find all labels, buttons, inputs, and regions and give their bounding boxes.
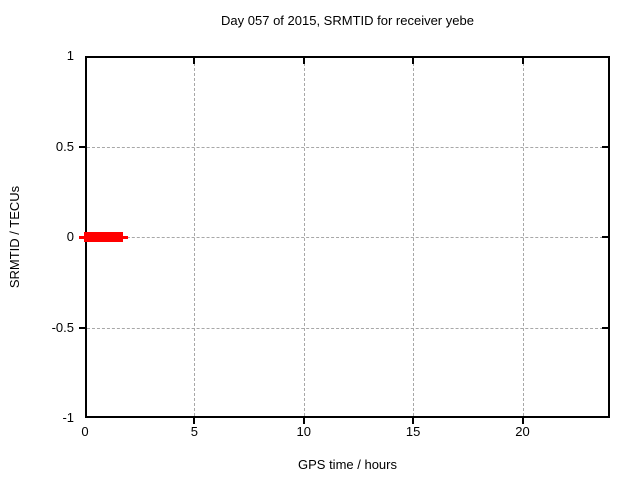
y-gridline [87,327,608,329]
x-axis-label: GPS time / hours [298,457,397,472]
y-tick-left [79,326,85,329]
x-tick-bottom [412,418,415,424]
y-gridline [87,146,608,148]
y-tick-label: -1 [62,410,74,425]
y-tick-right [602,145,608,148]
x-tick-top [521,58,524,64]
y-tick-left [79,145,85,148]
x-tick-label: 5 [190,424,198,439]
x-tick-bottom [302,418,305,424]
x-tick-bottom [521,418,524,424]
x-tick-top [193,58,196,64]
x-tick-bottom [193,418,196,424]
y-tick-label: 0.5 [55,138,74,154]
x-tick-top [412,58,415,64]
x-tick-label: 20 [515,424,530,439]
y-tick-label: -0.5 [51,319,74,335]
chart-title: Day 057 of 2015, SRMTID for receiver yeb… [221,13,474,28]
y-gridline [87,237,608,238]
y-tick-label: 0 [66,229,74,244]
y-tick-right [602,236,608,238]
x-tick-label: 15 [405,424,421,439]
y-tick-label: 1 [66,48,74,63]
x-tick-top [302,58,305,64]
x-tick-label: 0 [81,424,89,439]
x-tick-label: 10 [296,424,311,439]
y-tick-right [602,326,608,329]
data-series-line-thick [84,232,124,242]
